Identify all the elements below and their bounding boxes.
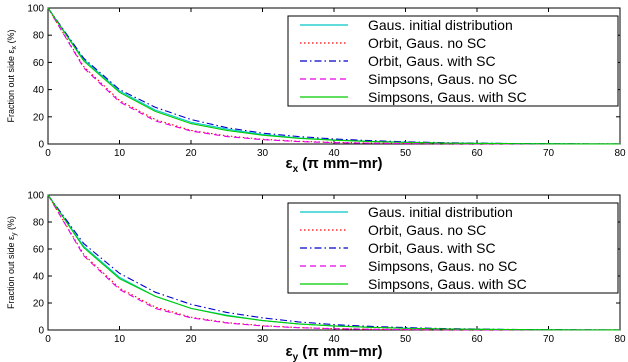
x-tick-label: 0 [45, 334, 51, 345]
legend-label-2: Orbit, Gaus. no SC [368, 35, 486, 51]
x-tick-label: 20 [185, 334, 197, 345]
legend-box [287, 202, 619, 294]
y-tick-label: 0 [38, 326, 44, 337]
series-line-2 [47, 194, 621, 331]
y-axis-label: Fraction out side εy (%) [6, 216, 18, 309]
legend-label-3: Orbit, Gaus. with SC [368, 240, 496, 256]
x-tick-label: 10 [114, 334, 126, 345]
x-tick-label: 60 [471, 148, 483, 159]
legend-label-1: Gaus. initial distribution [368, 17, 513, 33]
legend-label-5: Simpsons, Gaus. with SC [368, 276, 527, 292]
series-line-3 [47, 194, 621, 331]
x-tick-label: 40 [328, 148, 340, 159]
x-tick-label: 40 [328, 334, 340, 345]
y-tick-label: 40 [33, 85, 45, 96]
chart-panel-1: 0 10 20 30 40 50 60 70 80 0 20 40 60 80 100 Gaus. initi… [6, 4, 626, 176]
x-tick-label: 70 [543, 334, 555, 345]
x-tick-label: 70 [543, 148, 555, 159]
legend: Gaus. initial distribution Orbit, Gaus. n… [287, 202, 619, 294]
x-tick-label: 50 [400, 148, 412, 159]
y-tick-label: 60 [33, 245, 45, 256]
x-tick-label: 30 [257, 334, 269, 345]
series-line-2 [47, 7, 621, 145]
x-tick-label: 10 [114, 148, 126, 159]
chart-panel-2: 0 10 20 30 40 50 60 70 80 0 20 40 60 80 100 Gaus. initi… [6, 191, 626, 362]
y-tick-label: 60 [33, 58, 45, 69]
x-tick-label: 80 [614, 334, 626, 345]
y-tick-label: 20 [33, 112, 45, 123]
y-tick-label: 100 [27, 4, 44, 15]
legend-label-4: Simpsons, Gaus. no SC [368, 71, 517, 87]
x-tick-label: 60 [471, 334, 483, 345]
legend-label-4: Simpsons, Gaus. no SC [368, 258, 517, 274]
x-tick-label: 20 [185, 148, 197, 159]
y-axis-label: Fraction out side εx (%) [6, 29, 18, 122]
x-axis-label: εx (π mm−mr) [285, 155, 382, 175]
legend: Gaus. initial distribution Orbit, Gaus. n… [287, 15, 619, 107]
y-tick-label: 100 [27, 191, 44, 202]
x-tick-label: 30 [257, 148, 269, 159]
x-tick-label: 0 [45, 148, 51, 159]
legend-label-5: Simpsons, Gaus. with SC [368, 89, 527, 105]
legend-label-1: Gaus. initial distribution [368, 204, 513, 220]
y-tick-label: 40 [33, 272, 45, 283]
legend-label-2: Orbit, Gaus. no SC [368, 222, 486, 238]
series-line-5 [47, 194, 621, 331]
legend-box [287, 15, 619, 107]
y-tick-label: 0 [38, 140, 44, 151]
y-tick-label: 80 [33, 31, 45, 42]
y-tick-label: 80 [33, 218, 45, 229]
y-tick-label: 20 [33, 299, 45, 310]
x-tick-label: 80 [614, 148, 626, 159]
x-tick-label: 50 [400, 334, 412, 345]
legend-label-3: Orbit, Gaus. with SC [368, 53, 496, 69]
series-line-5 [47, 7, 621, 145]
x-axis-label: εy (π mm−mr) [285, 343, 382, 362]
